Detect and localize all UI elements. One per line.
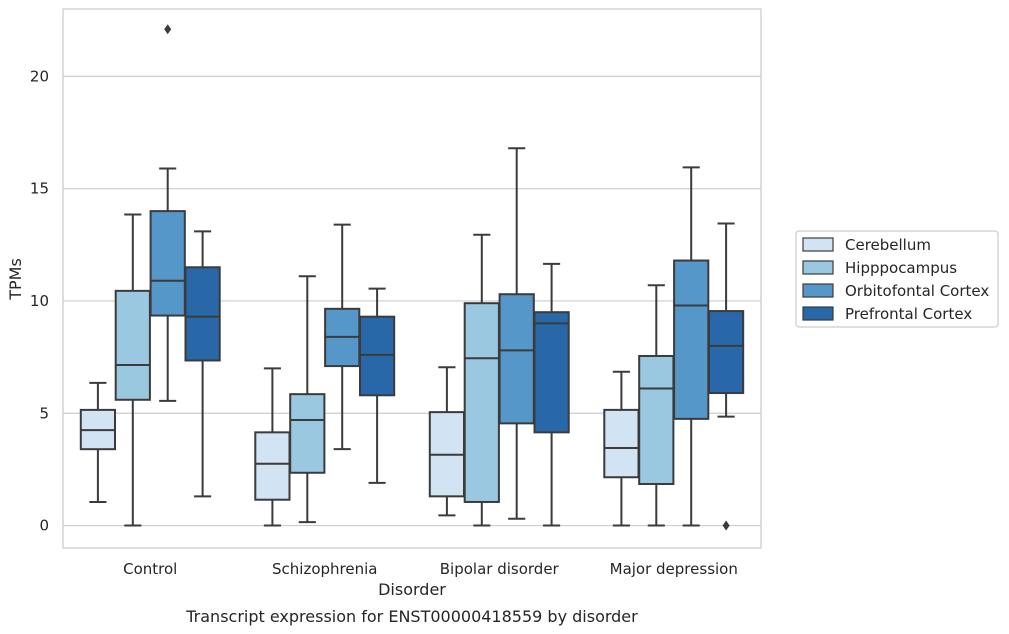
box-1-2 (324, 223, 361, 451)
box-body (149, 210, 186, 317)
y-axis-label: TPMs (6, 258, 25, 301)
box-3-1 (638, 284, 675, 527)
x-tick-label-1: Schizophrenia (272, 560, 377, 578)
outlier-point (164, 24, 172, 35)
y-tick-label-20: 20 (30, 67, 49, 85)
x-tick-labels: Control Schizophrenia Bipolar disorder Majo… (123, 560, 738, 578)
x-axis-label: Disorder (378, 580, 446, 599)
legend-label-2: Orbitofontal Cortex (845, 282, 989, 300)
box-3-2 (673, 166, 710, 527)
legend: Cerebellum Hipppocampus Orbitofontal Corte… (795, 230, 999, 328)
legend-swatch-1 (802, 260, 834, 275)
chart-caption: Transcript expression for ENST0000041855… (185, 607, 638, 626)
x-tick-label-0: Control (123, 560, 177, 578)
box-0-0 (79, 381, 117, 503)
x-tick-label-3: Major depression (610, 560, 738, 578)
box-2-3 (533, 262, 570, 527)
y-tick-labels: 0 5 10 15 20 (30, 67, 49, 534)
box-series-group (79, 24, 745, 531)
box-1-1 (289, 275, 326, 524)
legend-label-1: Hipppocampus (845, 259, 957, 277)
box-body (184, 266, 221, 362)
plot-area-frame (62, 8, 762, 549)
box-body (673, 259, 710, 420)
box-0-2 (149, 24, 186, 402)
legend-frame (795, 230, 999, 328)
box-body (289, 393, 326, 474)
box-body (114, 289, 151, 401)
box-body (358, 315, 396, 397)
box-0-1 (114, 213, 151, 527)
legend-swatch-2 (802, 283, 834, 298)
box-2-0 (428, 366, 466, 517)
legend-label-0: Cerebellum (845, 236, 931, 254)
legend-swatch-3 (802, 306, 834, 321)
box-body (638, 354, 675, 485)
box-body (603, 408, 640, 479)
x-tick-label-2: Bipolar disorder (440, 560, 560, 578)
box-3-0 (603, 370, 640, 527)
box-body (533, 311, 570, 434)
box-body (463, 302, 500, 503)
y-tick-label-0: 0 (39, 517, 49, 535)
y-tick-label-5: 5 (39, 404, 49, 422)
box-body (498, 293, 535, 425)
y-tick-label-15: 15 (30, 180, 49, 198)
box-0-3 (184, 230, 221, 498)
box-body (254, 431, 291, 501)
box-body (707, 310, 745, 395)
box-2-1 (463, 233, 500, 527)
box-3-3 (707, 222, 745, 531)
box-1-3 (358, 287, 396, 484)
box-1-0 (254, 367, 291, 527)
box-2-2 (498, 147, 535, 520)
outlier-point (722, 520, 730, 531)
legend-label-3: Prefrontal Cortex (845, 305, 972, 323)
y-tick-label-10: 10 (30, 292, 49, 310)
legend-swatch-0 (802, 237, 834, 252)
